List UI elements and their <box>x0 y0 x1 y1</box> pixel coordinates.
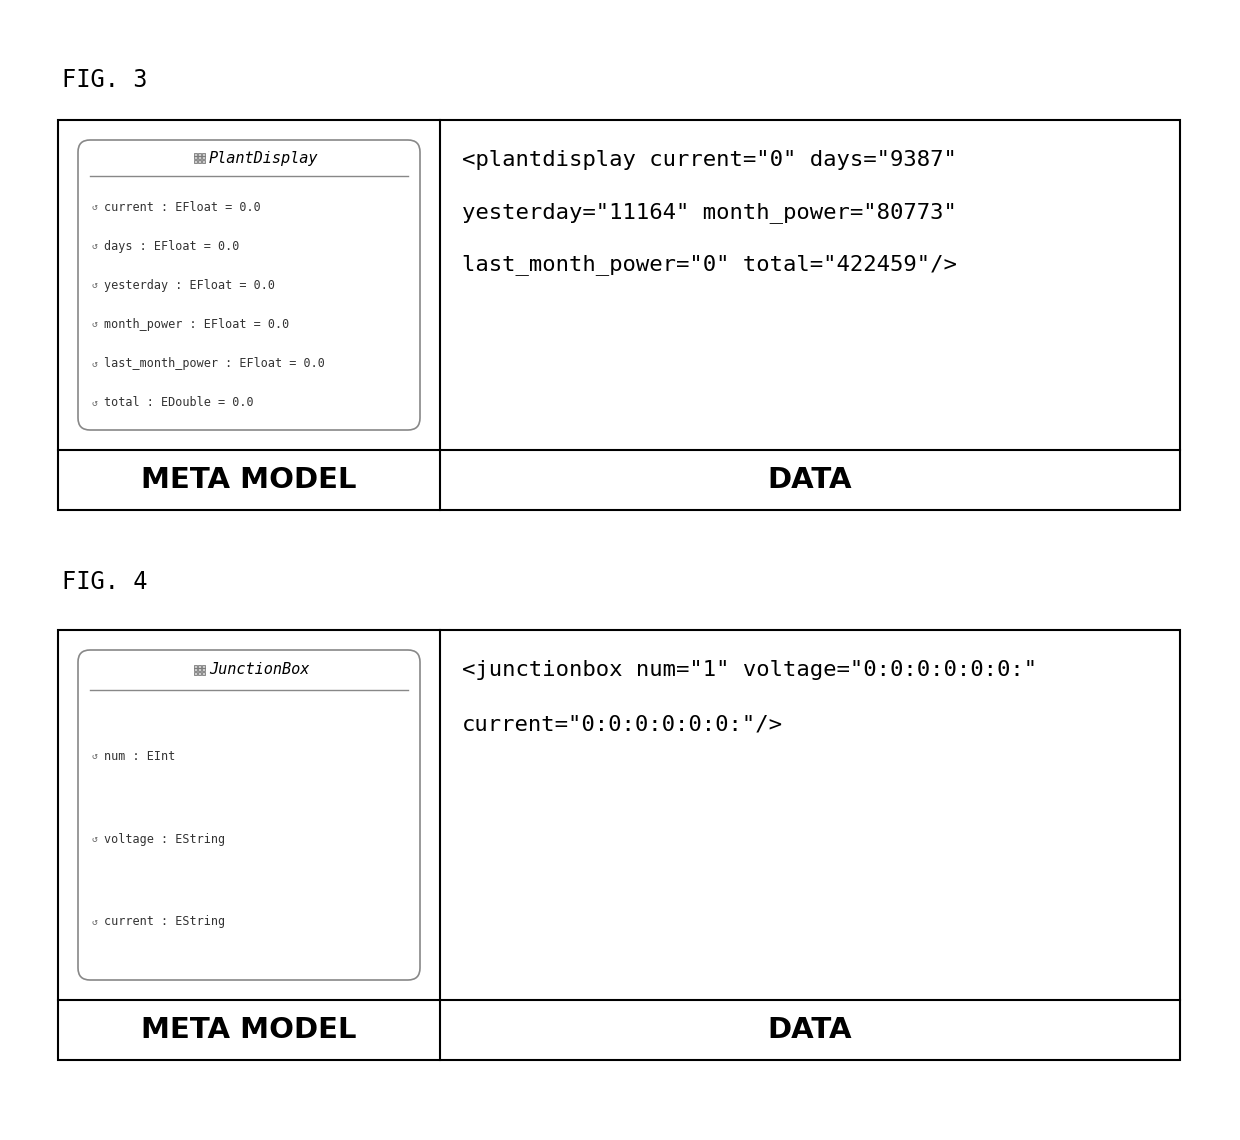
Bar <box>202 153 205 156</box>
Bar <box>58 120 1180 510</box>
Text: yesterday="11164" month_power="80773": yesterday="11164" month_power="80773" <box>463 202 957 223</box>
Text: yesterday : EFloat = 0.0: yesterday : EFloat = 0.0 <box>104 279 275 292</box>
Text: ↺: ↺ <box>91 917 97 927</box>
Text: DATA: DATA <box>768 466 852 494</box>
FancyBboxPatch shape <box>78 140 420 430</box>
Text: current : EFloat = 0.0: current : EFloat = 0.0 <box>104 201 260 214</box>
Text: ↺: ↺ <box>91 751 97 762</box>
Bar <box>195 160 197 163</box>
Bar <box>198 668 201 671</box>
Bar <box>198 156 201 160</box>
Text: ↺: ↺ <box>91 359 97 368</box>
Bar <box>198 665 201 668</box>
Bar <box>198 673 201 675</box>
Bar <box>198 160 201 163</box>
Text: ↺: ↺ <box>91 242 97 251</box>
Bar <box>195 668 197 671</box>
Text: ↺: ↺ <box>91 319 97 329</box>
Bar <box>202 668 205 671</box>
Bar <box>202 160 205 163</box>
Text: month_power : EFloat = 0.0: month_power : EFloat = 0.0 <box>104 318 289 331</box>
Bar <box>58 630 1180 1060</box>
Bar <box>195 153 197 156</box>
Text: current : EString: current : EString <box>104 915 226 928</box>
Text: META MODEL: META MODEL <box>141 1016 357 1044</box>
Bar <box>202 665 205 668</box>
Text: last_month_power : EFloat = 0.0: last_month_power : EFloat = 0.0 <box>104 357 325 370</box>
Text: num : EInt: num : EInt <box>104 750 175 763</box>
Text: ↺: ↺ <box>91 202 97 212</box>
Text: <plantdisplay current="0" days="9387": <plantdisplay current="0" days="9387" <box>463 150 957 170</box>
Text: ↺: ↺ <box>91 398 97 408</box>
Bar <box>198 153 201 156</box>
Text: DATA: DATA <box>768 1016 852 1044</box>
Bar <box>202 673 205 675</box>
Text: PlantDisplay: PlantDisplay <box>210 150 319 165</box>
Text: JunctionBox: JunctionBox <box>210 662 309 677</box>
Bar <box>195 665 197 668</box>
Text: current="0:0:0:0:0:0:"/>: current="0:0:0:0:0:0:"/> <box>463 715 782 735</box>
Bar <box>195 673 197 675</box>
Text: FIG. 4: FIG. 4 <box>62 570 148 594</box>
Text: META MODEL: META MODEL <box>141 466 357 494</box>
Text: last_month_power="0" total="422459"/>: last_month_power="0" total="422459"/> <box>463 254 957 275</box>
Text: voltage : EString: voltage : EString <box>104 832 226 846</box>
Bar <box>195 156 197 160</box>
Text: total : EDouble = 0.0: total : EDouble = 0.0 <box>104 396 254 409</box>
Bar <box>202 156 205 160</box>
Text: <junctionbox num="1" voltage="0:0:0:0:0:0:": <junctionbox num="1" voltage="0:0:0:0:0:… <box>463 660 1037 679</box>
FancyBboxPatch shape <box>78 650 420 980</box>
Text: days : EFloat = 0.0: days : EFloat = 0.0 <box>104 239 239 253</box>
Text: ↺: ↺ <box>91 280 97 291</box>
Text: FIG. 3: FIG. 3 <box>62 68 148 92</box>
Text: ↺: ↺ <box>91 834 97 844</box>
